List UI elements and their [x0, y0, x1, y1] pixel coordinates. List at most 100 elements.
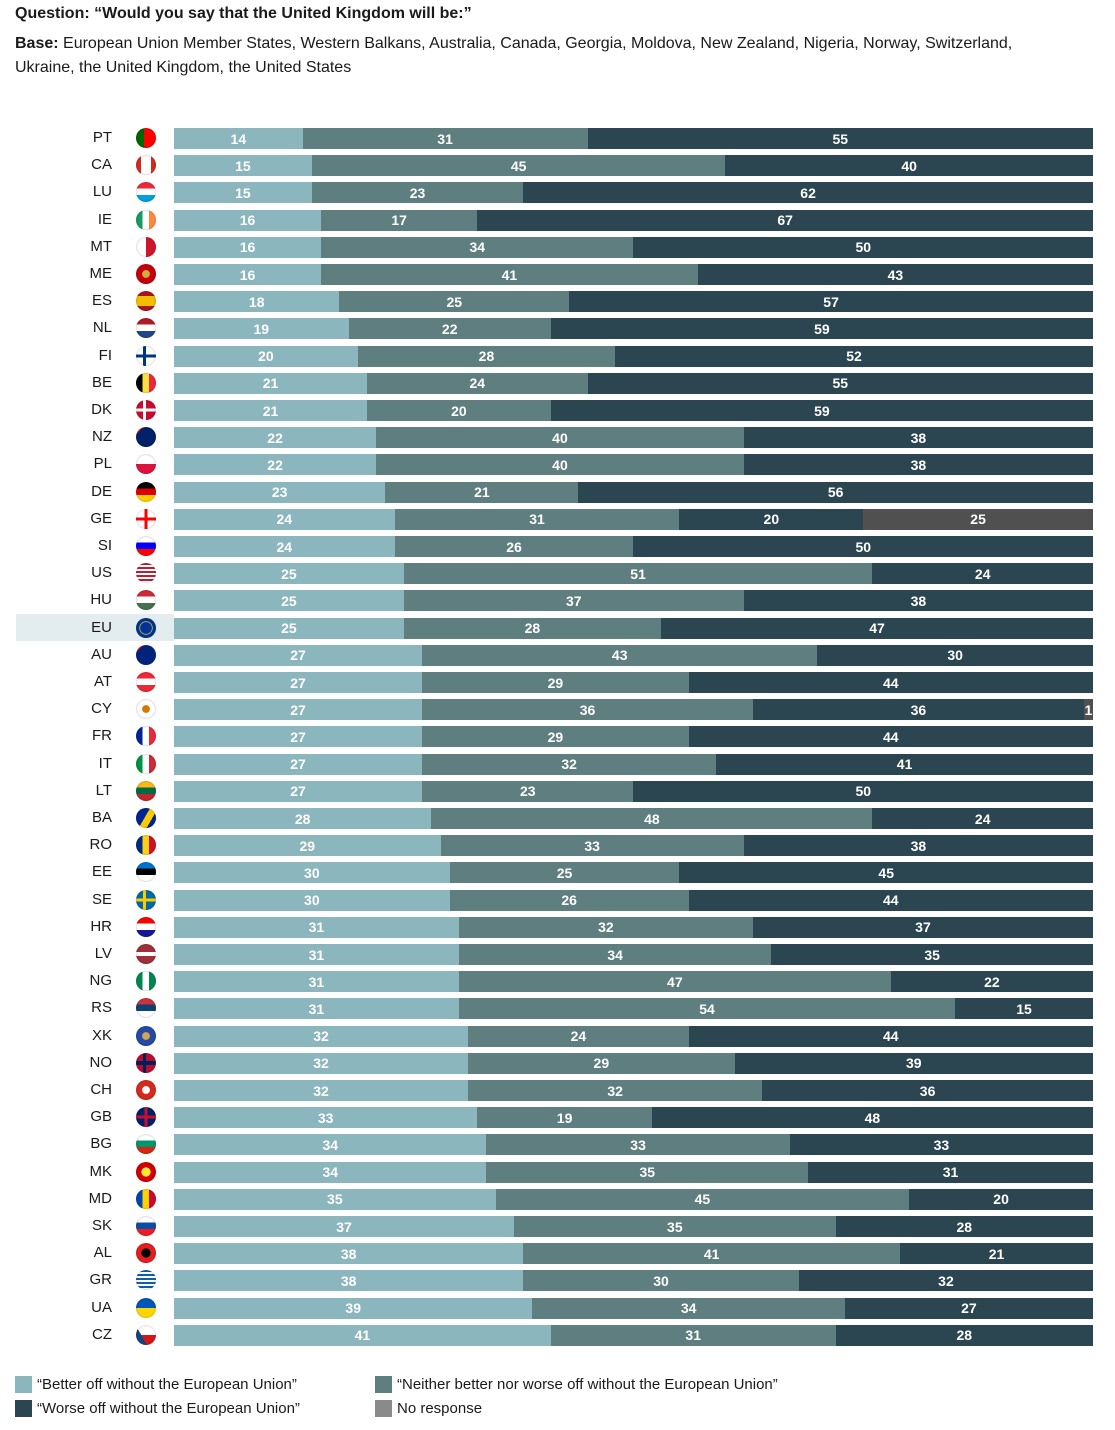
stacked-bar: 32 24 44 [174, 1025, 1093, 1047]
data-label: 44 [883, 892, 899, 909]
stacked-bar: 16 17 67 [174, 209, 1093, 231]
stacked-bar: 35 45 20 [174, 1188, 1093, 1210]
category-label: NZ [92, 428, 112, 446]
data-label: 32 [598, 919, 614, 936]
data-label: 23 [271, 484, 288, 501]
bar-segment-better: 29 [174, 835, 441, 857]
bar-segment-better: 25 [174, 563, 404, 585]
bar-segment-worse: 38 [743, 835, 1093, 857]
data-label: 30 [947, 647, 963, 664]
bar-segment-worse: 22 [890, 971, 1093, 993]
category-label: MT [90, 237, 112, 255]
stacked-bar: 24 26 50 [174, 536, 1093, 557]
bar-segment-better: 18 [174, 291, 340, 313]
category-label: LT [95, 781, 112, 799]
data-label: 44 [883, 674, 899, 691]
data-label: 24 [469, 375, 486, 392]
stacked-bar: 31 32 37 [174, 916, 1093, 938]
data-label: 50 [855, 783, 872, 800]
data-label: 21 [988, 1245, 1005, 1262]
data-label: 44 [883, 728, 899, 745]
bar-segment-worse: 37 [752, 916, 1093, 938]
data-label: 59 [814, 320, 830, 337]
stacked-bar: 20 28 52 [174, 345, 1093, 367]
bar-segment-neither: 32 [422, 753, 717, 775]
bar-segment-neither: 37 [403, 590, 744, 612]
bar-segment-neither: 33 [440, 835, 744, 857]
bar-segment-neither: 35 [486, 1161, 809, 1183]
data-label: 34 [680, 1300, 697, 1317]
data-label: 24 [570, 1028, 587, 1045]
stacked-bar: 19 22 59 [174, 318, 1093, 340]
stacked-bar: 27 43 30 [174, 644, 1093, 666]
data-label: 59 [814, 402, 830, 419]
category-label: GE [90, 509, 112, 527]
bar-segment-neither: 48 [431, 808, 873, 829]
data-label: 20 [258, 348, 274, 365]
chart-row: RO 29 33 38 [0, 831, 1115, 858]
chart-row: MT 16 34 50 [0, 233, 1115, 260]
legend-item-no-response: No response [375, 1400, 482, 1417]
category-label: CH [90, 1081, 112, 1098]
bar-segment-worse: 50 [633, 780, 1093, 802]
category-label: NL [92, 319, 112, 337]
chart-row: RS 31 54 15 [0, 994, 1115, 1021]
chart-row: MK 34 35 31 [0, 1158, 1115, 1185]
category-label: EU [91, 618, 112, 636]
bar-segment-worse: 59 [550, 400, 1093, 421]
bar-segment-better: 15 [174, 182, 312, 204]
category-label: UA [91, 1298, 112, 1316]
data-label: 54 [699, 1000, 715, 1017]
stacked-bar: 21 20 59 [174, 400, 1093, 421]
data-label: 15 [235, 157, 251, 174]
data-label: 16 [239, 212, 256, 229]
data-label: 26 [506, 538, 522, 555]
data-label: 25 [446, 293, 463, 310]
data-label: 36 [910, 701, 927, 718]
category-label: SI [97, 537, 112, 554]
legend-item-neither: “Neither better nor worse off without th… [375, 1376, 778, 1393]
data-label: 28 [956, 1327, 973, 1344]
finland-flag-icon [136, 345, 156, 366]
base-text: European Union Member States, Western Ba… [15, 35, 1013, 76]
category-label: XK [91, 1026, 112, 1044]
data-label: 30 [304, 864, 320, 881]
legend-item-worse: “Worse off without the European Union” [15, 1400, 300, 1417]
bar-segment-no-response: 25 [863, 508, 1093, 530]
data-label: 27 [290, 728, 306, 745]
category-label: LV [94, 945, 112, 962]
data-label: 27 [290, 756, 306, 773]
data-label: 45 [878, 864, 894, 881]
bar-segment-worse: 39 [734, 1052, 1093, 1074]
bar-segment-better: 27 [174, 780, 423, 802]
base-description: Base: European Union Member States, West… [15, 32, 1015, 80]
bar-segment-better: 24 [174, 536, 395, 557]
bar-segment-neither: 17 [321, 209, 478, 231]
stacked-bar: 18 25 57 [174, 291, 1093, 313]
luxembourg-flag-icon [136, 182, 156, 203]
bar-segment-worse: 57 [569, 291, 1093, 313]
data-label: 33 [317, 1109, 334, 1126]
chart-row: SK 37 35 28 [0, 1212, 1115, 1239]
bar-segment-worse: 59 [550, 318, 1093, 340]
data-label: 18 [248, 293, 265, 310]
chart-row: DK 21 20 59 [0, 396, 1115, 423]
legend-item-better: “Better off without the European Union” [15, 1376, 297, 1393]
data-label: 41 [896, 756, 913, 773]
bar-segment-worse: 44 [688, 672, 1093, 693]
stacked-bar: 32 29 39 [174, 1052, 1093, 1074]
latvia-flag-icon [136, 944, 156, 964]
greece-flag-icon [136, 1270, 156, 1291]
category-label: CZ [92, 1325, 112, 1343]
bar-segment-better: 14 [174, 128, 303, 149]
legend-swatch-no-response [375, 1400, 392, 1417]
category-label: AU [91, 645, 112, 663]
data-label: 15 [1016, 1000, 1032, 1017]
bar-segment-worse: 36 [752, 699, 1084, 721]
data-label: 30 [653, 1272, 669, 1289]
poland-flag-icon [136, 454, 156, 475]
bar-segment-neither: 43 [422, 644, 818, 666]
category-label: MD [88, 1189, 112, 1207]
chart-row: MD 35 45 20 [0, 1185, 1115, 1212]
bar-segment-worse: 33 [789, 1134, 1093, 1156]
